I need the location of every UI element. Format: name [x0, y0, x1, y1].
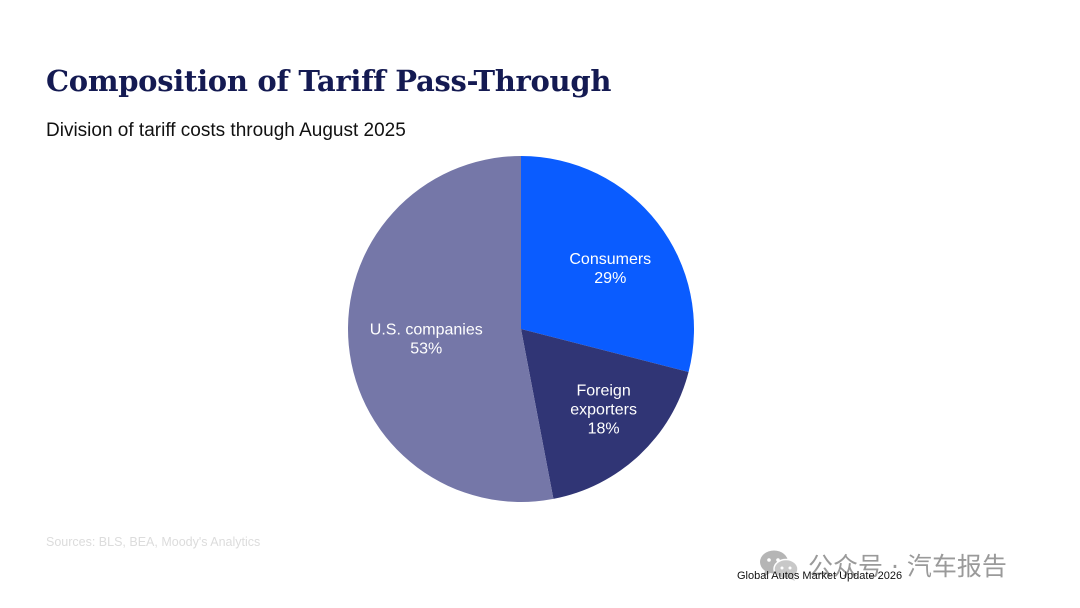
pie-slice-consumers	[521, 156, 694, 373]
footer-text: Global Autos Market Update 2026	[737, 570, 903, 582]
slice-label-u-s-companies: U.S. companies 53%	[370, 321, 483, 357]
watermark: 公众号 · 汽车报告	[758, 547, 1007, 583]
pie-slice-foreign-exporters	[521, 329, 689, 499]
chart-subtitle: Division of tariff costs through August …	[46, 120, 406, 141]
slice-label-consumers: Consumers 29%	[569, 251, 651, 287]
wechat-icon	[760, 550, 799, 581]
pie-slice-u-s-companies	[347, 156, 554, 502]
watermark-text: 公众号 · 汽车报告	[808, 552, 1007, 581]
source-note: Sources: BLS, BEA, Moody's Analytics	[46, 535, 261, 549]
chart-title: Composition of Tariff Pass-Through	[46, 64, 612, 98]
slice-label-foreign-exporters: Foreign exporters 18%	[570, 382, 637, 437]
